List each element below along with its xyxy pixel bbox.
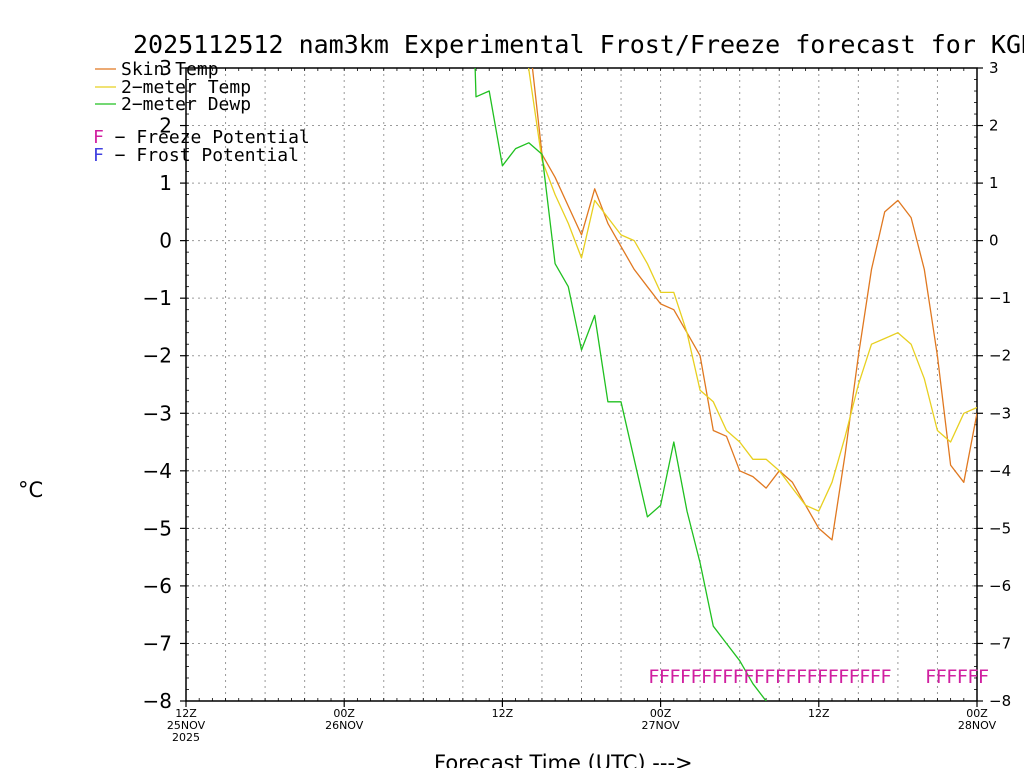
y-tick-label-right: −1: [989, 289, 1011, 307]
y-tick-label-right: 3: [989, 59, 999, 77]
y-tick-label-left: 2: [159, 114, 172, 138]
y-tick-label-left: 0: [159, 229, 172, 253]
y-tick-label-right: 2: [989, 117, 999, 135]
series-lines: [474, 68, 977, 701]
legend-frost-glyph: F: [93, 145, 104, 166]
freeze-marker: F: [881, 666, 892, 688]
legend-freeze-glyph: F: [93, 127, 104, 148]
freeze-marker: F: [859, 666, 870, 688]
y-tick-label-left: −8: [143, 689, 172, 713]
freeze-marker: F: [659, 666, 670, 688]
y-tick-label-left: −3: [143, 401, 172, 425]
y-tick-label-right: 1: [989, 174, 999, 192]
y-tick-label-right: −4: [989, 462, 1011, 480]
freeze-marker: F: [733, 666, 744, 688]
freeze-marker: F: [849, 666, 860, 688]
freeze-marker: F: [936, 666, 947, 688]
freeze-marker: F: [743, 666, 754, 688]
x-axis-label: Forecast Time (UTC) --->: [434, 751, 693, 768]
x-tick-label: 12Z: [492, 707, 514, 720]
y-axis-right: −8 −7 −6 −5 −4 −3 −2 −1 0 1 2 3: [974, 59, 1011, 710]
x-tick-label: 26NOV: [325, 719, 364, 732]
freeze-marker: F: [786, 666, 797, 688]
freeze-marker: F: [968, 666, 979, 688]
x-tick-label: 2025: [172, 731, 200, 744]
freeze-marker: F: [691, 666, 702, 688]
freeze-marker: F: [796, 666, 807, 688]
freeze-marker: F: [838, 666, 849, 688]
y-tick-label-right: −3: [989, 404, 1011, 422]
legend-freeze-label: F − Freeze Potential: [93, 127, 310, 148]
freeze-marker: F: [754, 666, 765, 688]
y-tick-label-right: −6: [989, 577, 1011, 595]
freeze-marker: F: [680, 666, 691, 688]
series-line-2: [474, 68, 767, 701]
freeze-marker: F: [775, 666, 786, 688]
x-tick-label: 00Z: [966, 707, 988, 720]
y-tick-label-left: −5: [143, 516, 172, 540]
legend-frost-text: − Frost Potential: [104, 145, 299, 166]
freeze-marker: F: [828, 666, 839, 688]
freeze-marker: F: [807, 666, 818, 688]
chart-title: 2025112512 nam3km Experimental Frost/Fre…: [133, 30, 1024, 59]
y-tick-label-left: −2: [143, 344, 172, 368]
freeze-marker: F: [722, 666, 733, 688]
y-tick-label-right: 0: [989, 232, 999, 250]
y-axis-label: °C: [18, 478, 43, 502]
freeze-marker: F: [670, 666, 681, 688]
legend-frost-label: F − Frost Potential: [93, 145, 299, 166]
x-tick-label: 25NOV: [167, 719, 206, 732]
freeze-marker: F: [765, 666, 776, 688]
freeze-marker: F: [957, 666, 968, 688]
series-line-1: [527, 68, 977, 512]
y-tick-label-right: −8: [989, 692, 1011, 710]
legend-label-0: Skin Temp: [121, 59, 219, 80]
y-tick-label-left: −7: [143, 631, 172, 655]
y-tick-label-left: −1: [143, 286, 172, 310]
x-tick-label: 12Z: [175, 707, 197, 720]
freeze-marker: F: [870, 666, 881, 688]
freeze-marker: F: [649, 666, 660, 688]
y-tick-label-left: 1: [159, 171, 172, 195]
freeze-marker: F: [925, 666, 936, 688]
legend-label-1: 2−meter Temp: [121, 77, 251, 98]
y-tick-label-left: 3: [159, 56, 172, 80]
x-tick-label: 00Z: [333, 707, 355, 720]
x-tick-label: 00Z: [650, 707, 672, 720]
legend-label-2: 2−meter Dewp: [121, 94, 251, 115]
freeze-marker: F: [712, 666, 723, 688]
y-tick-label-right: −2: [989, 347, 1011, 365]
x-tick-label: 28NOV: [958, 719, 997, 732]
freeze-marker: F: [978, 666, 989, 688]
freeze-marker: F: [817, 666, 828, 688]
freeze-marker: F: [701, 666, 712, 688]
y-tick-label-left: −6: [143, 574, 172, 598]
series-line-0: [531, 68, 977, 541]
x-tick-label: 12Z: [808, 707, 830, 720]
legend-freeze-text: − Freeze Potential: [104, 127, 310, 148]
y-tick-label-right: −7: [989, 634, 1011, 652]
freeze-marker: F: [946, 666, 957, 688]
x-tick-label: 27NOV: [641, 719, 680, 732]
y-axis-left: −8 −7 −6 −5 −4 −3 −2 −1 0 1 2 3: [143, 56, 189, 713]
y-tick-label-right: −5: [989, 519, 1011, 537]
y-tick-label-left: −4: [143, 459, 172, 483]
